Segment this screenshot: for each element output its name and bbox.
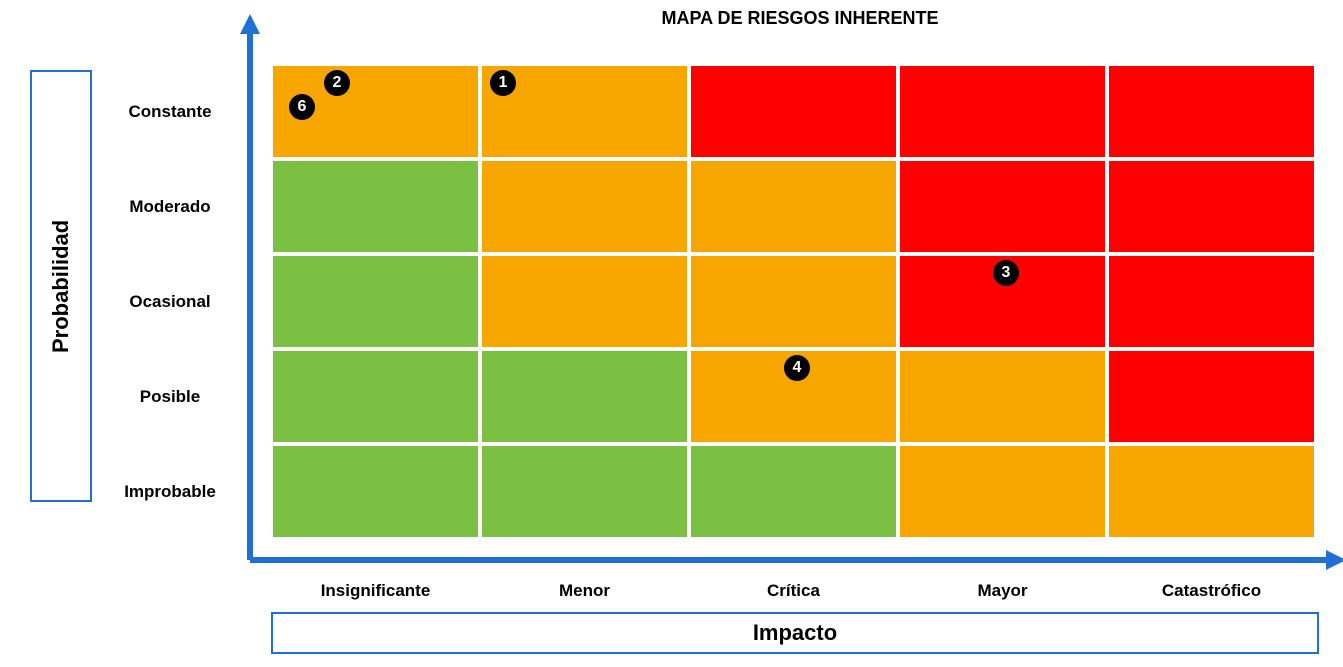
probability-label: Improbable: [100, 444, 240, 539]
matrix-cell: [1107, 159, 1316, 254]
x-axis-title: Impacto: [753, 620, 837, 646]
impact-label: Menor: [480, 576, 689, 606]
probability-label: Constante: [100, 64, 240, 159]
probability-label: Posible: [100, 349, 240, 444]
risk-marker: 4: [784, 355, 810, 381]
matrix-cell: [480, 444, 689, 539]
probability-label: Ocasional: [100, 254, 240, 349]
y-axis-line: [247, 30, 253, 560]
matrix-cell: [689, 444, 898, 539]
impact-label: Catastrófico: [1107, 576, 1316, 606]
chart-title: MAPA DE RIESGOS INHERENTE: [550, 8, 1050, 29]
x-axis-line: [250, 557, 1330, 563]
impact-label: Mayor: [898, 576, 1107, 606]
matrix-cell: [1107, 444, 1316, 539]
risk-marker: 6: [289, 94, 315, 120]
matrix-cell: [271, 159, 480, 254]
impact-label: Insignificante: [271, 576, 480, 606]
matrix-cell: [271, 254, 480, 349]
matrix-cell: [480, 349, 689, 444]
risk-matrix: MAPA DE RIESGOS INHERENTE ConstanteModera…: [0, 0, 1343, 667]
matrix-cell: [689, 64, 898, 159]
probability-label: Moderado: [100, 159, 240, 254]
y-axis-title-box: Probabilidad: [30, 70, 92, 502]
matrix-cell: [1107, 254, 1316, 349]
risk-marker: 1: [490, 70, 516, 96]
y-axis-title: Probabilidad: [48, 219, 74, 352]
x-axis-arrow: [1326, 550, 1343, 570]
matrix-cell: [480, 254, 689, 349]
matrix-cell: [898, 159, 1107, 254]
matrix-cell: [898, 349, 1107, 444]
matrix-cell: [898, 444, 1107, 539]
matrix-cell: [1107, 64, 1316, 159]
matrix-cell: [271, 444, 480, 539]
risk-marker: 2: [324, 70, 350, 96]
matrix-cell: [689, 254, 898, 349]
impact-label: Crítica: [689, 576, 898, 606]
x-axis-title-box: Impacto: [271, 612, 1319, 654]
matrix-cell: [271, 349, 480, 444]
matrix-cell: [480, 159, 689, 254]
matrix-cell: [689, 159, 898, 254]
matrix-cell: [898, 64, 1107, 159]
risk-marker: 3: [993, 260, 1019, 286]
matrix-cell: [1107, 349, 1316, 444]
y-axis-arrow: [240, 14, 260, 34]
